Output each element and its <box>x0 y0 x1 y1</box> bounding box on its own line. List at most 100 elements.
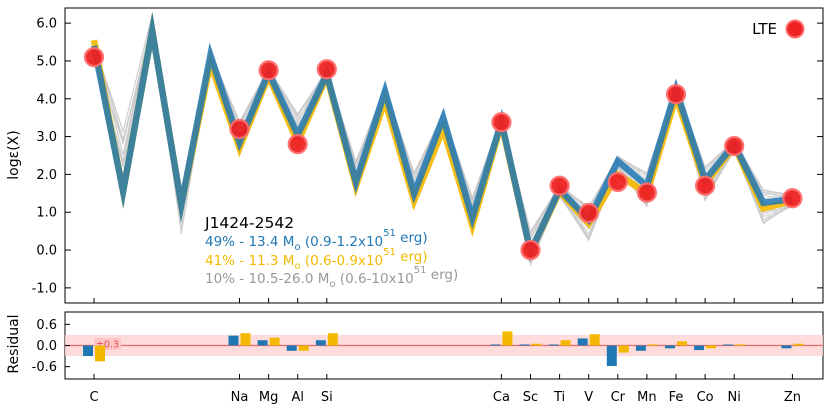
residual-bar-blue <box>257 340 268 346</box>
model-annotation: J1424-2542 49% - 13.4 Mo (0.9-1.2x1051 e… <box>204 214 458 290</box>
residual-bar-blue <box>606 345 617 366</box>
element-label: Ca <box>493 390 510 405</box>
residual-bar-blue <box>286 345 297 351</box>
observed-point <box>694 175 716 196</box>
top-y-tick-label: 0.0 <box>36 244 57 259</box>
element-label: Fe <box>669 390 684 405</box>
residual-bar-yellow <box>735 344 746 346</box>
observed-point <box>549 175 570 196</box>
top-y-axis-title: logε(X) <box>6 130 22 179</box>
observed-point <box>316 59 337 80</box>
residual-bar-yellow <box>793 343 804 346</box>
series-line-yellow <box>90 11 794 262</box>
element-label: Ni <box>728 390 741 405</box>
residual-bar-yellow <box>298 345 309 351</box>
top-y-axis: -1.0 0.0 1.0 2.0 3.0 4.0 5.0 6.0 <box>32 17 823 296</box>
element-label: Cr <box>611 390 626 405</box>
observed-point <box>724 135 745 157</box>
top-y-tick-label: 4.0 <box>36 92 57 107</box>
residual-bar-blue <box>315 340 326 346</box>
grey-model-line <box>93 23 793 267</box>
top-y-tick-label: 1.0 <box>36 206 57 221</box>
residual-bar-yellow <box>240 333 251 346</box>
residual-bar-yellow <box>589 334 600 346</box>
element-label: Si <box>321 390 333 405</box>
element-label: Na <box>231 390 249 405</box>
annotation-line-1: 49% - 13.4 Mo (0.9-1.2x1051 erg) <box>205 228 428 253</box>
grey-model-line <box>93 26 793 264</box>
top-y-tick-label: -1.0 <box>32 281 57 296</box>
element-label: C <box>89 390 98 405</box>
residual-bar-blue <box>490 344 501 346</box>
residual-bar-blue <box>694 345 705 351</box>
grey-model-line <box>93 26 793 266</box>
star-name: J1424-2542 <box>204 214 294 232</box>
observed-point <box>229 118 250 140</box>
observed-point <box>258 60 279 81</box>
residual-bar-yellow <box>618 345 629 353</box>
top-y-tick-label: 5.0 <box>36 54 57 69</box>
top-y-tick-label: 3.0 <box>36 130 57 145</box>
residual-bar-yellow <box>327 333 338 346</box>
element-label: V <box>584 390 593 405</box>
element-label: Sc <box>523 390 538 405</box>
grey-model-line <box>93 22 793 265</box>
residual-bars <box>83 331 804 366</box>
observed-point <box>636 182 658 203</box>
observed-point <box>491 112 512 133</box>
legend-label-lte: LTE <box>752 20 777 38</box>
residual-bar-blue <box>635 345 646 351</box>
element-label: Co <box>697 390 714 405</box>
element-label: Mg <box>259 390 278 405</box>
residual-bar-blue <box>723 344 734 346</box>
residual-bar-yellow <box>647 344 658 346</box>
top-y-tick-label: 6.0 <box>36 17 57 32</box>
top-panel: -1.0 0.0 1.0 2.0 3.0 4.0 5.0 6.0 logε(X) J1424-… <box>6 7 824 304</box>
observed-point <box>607 171 628 193</box>
model-series-lines <box>90 11 794 262</box>
element-label: Ti <box>553 390 565 405</box>
observed-point <box>520 239 541 261</box>
residual-bar-blue <box>519 344 530 346</box>
residual-bar-yellow <box>502 331 513 346</box>
residual-y-axis: -0.6 0.0 0.6 <box>32 318 70 375</box>
residual-bar-blue <box>83 345 93 357</box>
observed-point <box>287 134 308 155</box>
observed-points <box>83 47 803 261</box>
residual-bar-blue <box>548 344 559 346</box>
legend: LTE <box>752 19 805 39</box>
observed-point <box>665 84 687 105</box>
residual-x-axis: C Na Mg Al Si Ca Sc Ti V Cr Mn Fe Co Ni Zn <box>89 374 801 405</box>
residual-y-tick-label: 0.0 <box>36 339 57 354</box>
annotation-line-2: 41% - 11.3 Mo (0.6-0.9x1051 erg) <box>205 247 428 272</box>
band-label: ±0.3 <box>96 339 119 350</box>
residual-bar-blue <box>781 345 792 349</box>
residual-bar-yellow <box>706 345 717 349</box>
top-panel-frame <box>64 7 824 304</box>
grey-model-line <box>93 25 793 267</box>
residual-bar-yellow <box>677 341 687 346</box>
top-y-tick-label: 2.0 <box>36 168 57 183</box>
residual-bar-yellow <box>560 340 571 346</box>
legend-marker-lte <box>785 19 805 39</box>
observed-point <box>578 202 599 224</box>
residual-bar-yellow <box>95 345 105 362</box>
residual-bar-blue <box>577 338 588 346</box>
residual-bar-blue <box>665 345 675 349</box>
residual-bar-blue <box>228 335 239 346</box>
residual-bar-yellow <box>269 337 280 346</box>
residual-y-tick-label: -0.6 <box>32 360 57 375</box>
annotation-line-3: 10% - 10.5-26.0 Mo (0.6-10x1051 erg) <box>205 265 458 290</box>
grey-model-line <box>93 26 793 261</box>
observed-point <box>83 47 105 68</box>
observed-point <box>782 188 803 209</box>
element-label: Mn <box>637 390 656 405</box>
residual-y-axis-title: Residual <box>6 314 22 373</box>
top-x-ticks <box>93 298 793 303</box>
residual-panel: ±0.3 -0.6 0.0 0.6 C Na Mg Al Si Ca Sc Ti V Cr Mn Fe Co… <box>6 311 824 405</box>
residual-bar-yellow <box>531 343 542 346</box>
residual-y-tick-label: 0.6 <box>36 318 57 333</box>
element-label: Al <box>291 390 304 405</box>
element-label: Zn <box>784 390 801 405</box>
